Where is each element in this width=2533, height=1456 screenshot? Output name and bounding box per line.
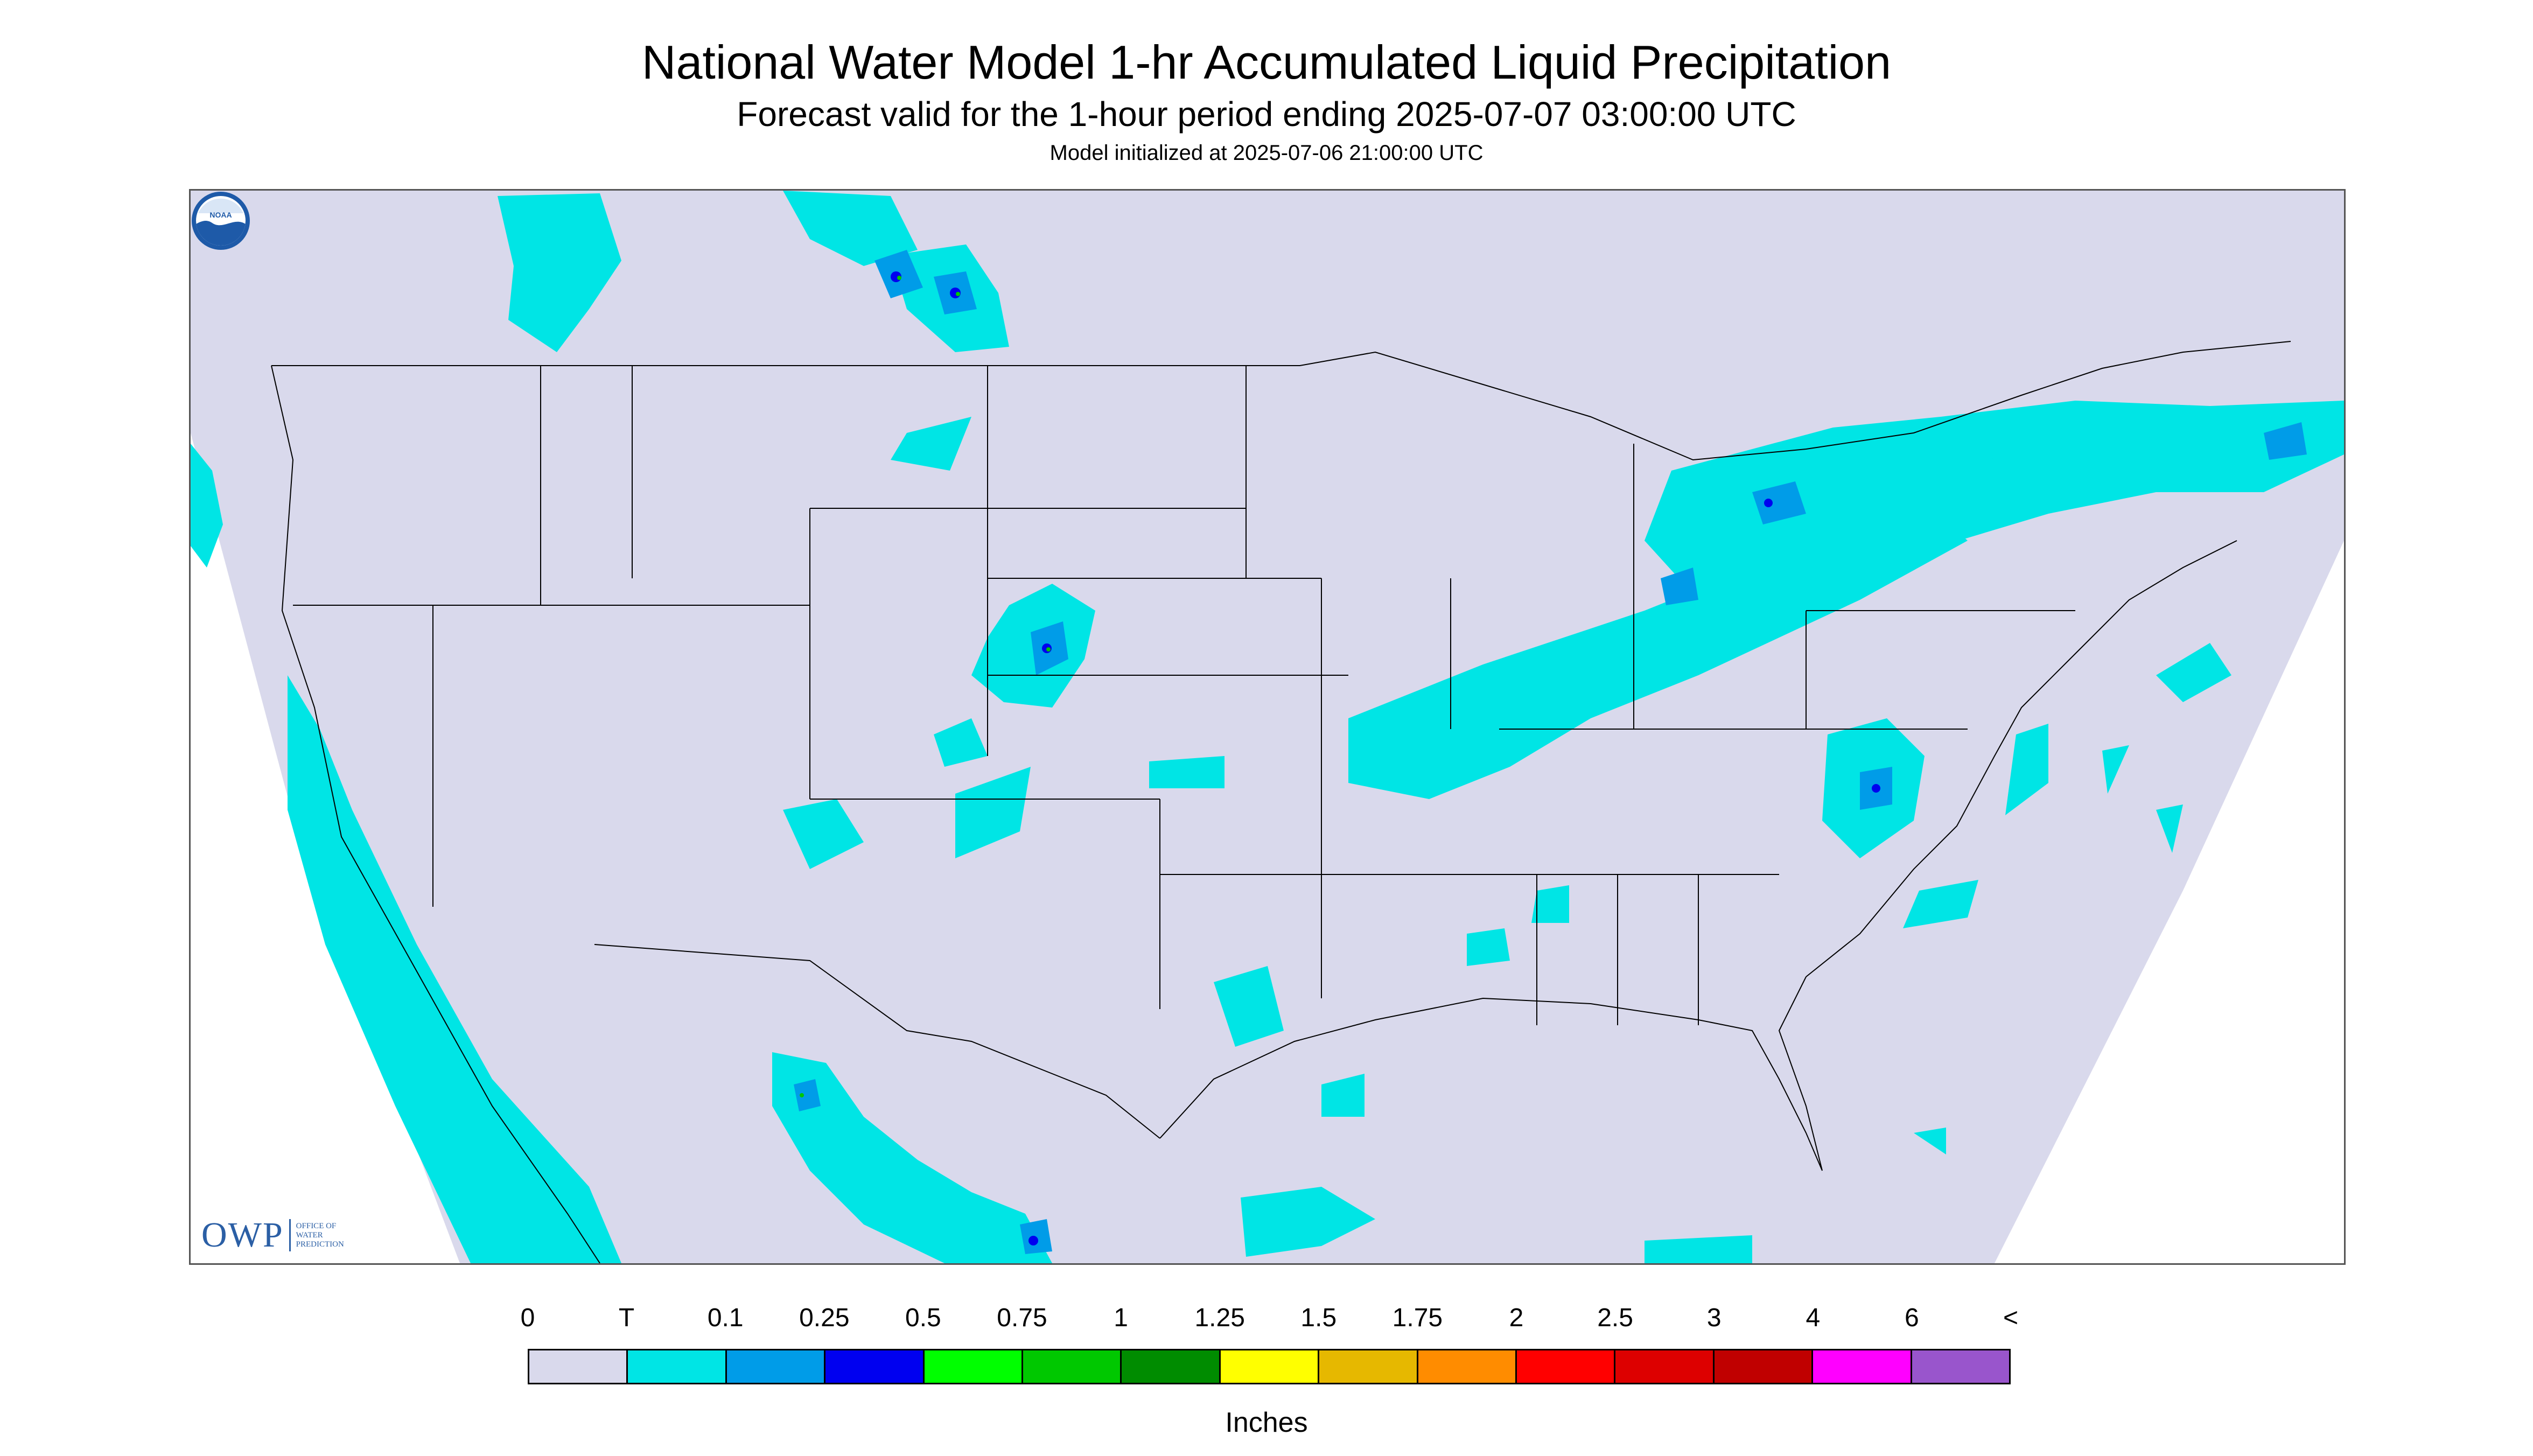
legend-swatch-0 [529, 1350, 628, 1383]
legend-swatch-3 [825, 1350, 925, 1383]
map-title: National Water Model 1-hr Accumulated Li… [641, 36, 1892, 89]
legend-swatch-6 [1122, 1350, 1221, 1383]
legend-swatch-11 [1615, 1350, 1715, 1383]
pacific-coastline [271, 365, 600, 1263]
legend-tick-label: 1.75 [1392, 1304, 1443, 1332]
map-subtitle: Forecast valid for the 1-hour period end… [737, 95, 1796, 134]
precipitation-map: OWP OFFICE OF WATER PREDICTION NOAA [189, 189, 2346, 1265]
legend-tick-label: 6 [1905, 1304, 1919, 1332]
legend-swatch-1 [628, 1350, 727, 1383]
owp-logo-divider [289, 1219, 291, 1251]
legend-tick-label: 0.1 [707, 1304, 744, 1332]
precip-pacific-coast [288, 675, 621, 1263]
legend-swatch-14 [1912, 1350, 2010, 1383]
owp-logo-text: OFFICE OF WATER PREDICTION [296, 1221, 344, 1249]
legend-tick-label: 0.5 [905, 1304, 941, 1332]
legend-swatch-13 [1813, 1350, 1912, 1383]
legend-tick-labels: 0 T 0.1 0.25 0.5 0.75 1 1.25 1.5 1.75 2 2.5 3 4 6 < [0, 1303, 2533, 1335]
state-boundaries [271, 341, 2291, 1263]
atlantic-coastline [1806, 540, 2237, 977]
legend-swatch-5 [1023, 1350, 1122, 1383]
owp-logo-mark: OWP [201, 1215, 284, 1255]
legend-tick-label: 3 [1706, 1304, 1722, 1332]
legend-tick-label: 1.25 [1194, 1304, 1245, 1332]
legend-tick-label: 4 [1806, 1304, 1821, 1332]
mexico-border [594, 944, 1160, 1139]
precip-great-lakes-band [1645, 401, 2344, 600]
legend-swatch-9 [1418, 1350, 1517, 1383]
legend-swatch-12 [1714, 1350, 1814, 1383]
precip-mexico-band [772, 1052, 1052, 1263]
legend-tick-label: 1.5 [1300, 1304, 1337, 1332]
noaa-logo-text: NOAA [209, 211, 232, 219]
precip-canada-plume [498, 193, 621, 352]
legend-units: Inches [1225, 1407, 1308, 1438]
legend-tick-label: 1 [1114, 1304, 1128, 1332]
model-domain [191, 191, 2344, 1263]
legend-swatch-7 [1220, 1350, 1320, 1383]
legend-tick-label: T [618, 1304, 635, 1332]
map-canvas [191, 191, 2344, 1263]
legend-tick-label: 0 [520, 1304, 535, 1332]
legend-swatch-8 [1319, 1350, 1418, 1383]
precip-trace-areas [191, 191, 2344, 1263]
legend-tick-label: 2.5 [1597, 1304, 1633, 1332]
gulf-coastline [1159, 976, 1823, 1171]
legend-tick-label: 0.25 [799, 1304, 850, 1332]
model-init-time: Model initialized at 2025-07-06 21:00:00… [1049, 141, 1484, 165]
legend-tick-label: 0.75 [997, 1304, 1047, 1332]
legend-swatch-4 [924, 1350, 1024, 1383]
legend-tick-label: < [2003, 1304, 2019, 1332]
owp-logo: OWP OFFICE OF WATER PREDICTION [201, 1215, 361, 1256]
color-legend [528, 1349, 2011, 1384]
precip-peak-cells [800, 276, 1051, 1097]
legend-tick-label: 2 [1509, 1304, 1524, 1332]
legend-swatch-2 [726, 1350, 826, 1383]
canada-us-border [271, 341, 2291, 461]
legend-swatch-10 [1517, 1350, 1616, 1383]
noaa-logo: NOAA [192, 192, 250, 250]
